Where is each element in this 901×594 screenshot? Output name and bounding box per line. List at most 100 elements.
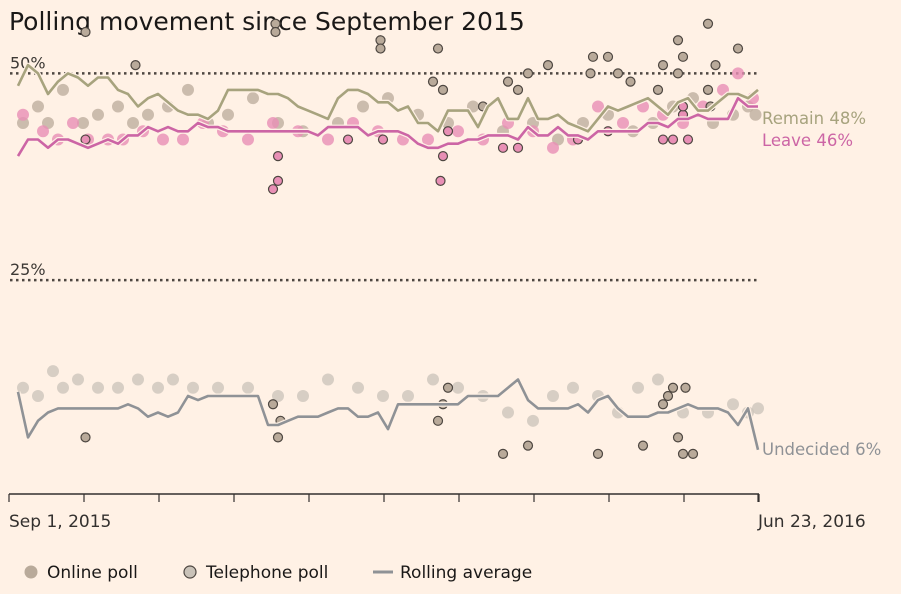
phone-poll-dot-leave-1: [272, 175, 284, 187]
online-poll-dot-leave-24: [547, 141, 559, 154]
series-end-labels: Remain 48% Leave 46% Undecided 6%: [762, 109, 881, 459]
phone-poll-dot-undecided-12: [657, 399, 669, 410]
online-poll-dot-undecided-18: [402, 390, 414, 402]
legend: Online poll Telephone poll Rolling avera…: [24, 563, 532, 583]
phone-poll-dot-remain-17: [612, 68, 624, 79]
online-poll-dot-undecided-11: [212, 381, 224, 394]
phone-poll-dot-undecided-16: [687, 448, 699, 460]
online-poll-dot-undecided-22: [502, 406, 514, 419]
online-poll-dot-undecided-20: [452, 381, 464, 394]
phone-poll-dot-remain-15: [585, 68, 596, 79]
rolling-line-leave: [16, 96, 758, 157]
online-poll-dot-remain-5: [92, 108, 104, 121]
phone-poll-dot-leave-3: [267, 184, 279, 195]
online-poll-dot-undecided-10: [187, 381, 199, 394]
online-poll-dot-leave-27: [617, 117, 629, 129]
online-poll-dot-undecided-8: [152, 381, 164, 394]
phone-poll-dot-remain-27: [702, 84, 714, 96]
legend-online-label: Online poll: [47, 563, 138, 583]
online-poll-dot-leave-15: [322, 133, 334, 146]
phone-poll-dots: [80, 18, 744, 460]
phone-poll-dot-leave-4: [342, 134, 354, 145]
online-poll-dot-undecided-1: [32, 390, 44, 402]
phone-poll-dot-leave-9: [497, 142, 509, 153]
online-poll-dot-leave-26: [592, 100, 604, 113]
online-poll-dot-undecided-17: [377, 390, 389, 402]
online-poll-dot-remain-17: [357, 100, 369, 113]
online-poll-dot-leave-20: [452, 125, 464, 138]
phone-poll-dot-leave-6: [437, 150, 449, 162]
online-poll-dot-undecided-14: [297, 390, 309, 402]
reference-lines: 50%25%: [10, 53, 758, 282]
phone-poll-dot-remain-12: [522, 68, 534, 79]
phone-poll-dot-remain-6: [432, 43, 444, 54]
phone-poll-dot-leave-10: [512, 142, 524, 153]
phone-poll-dot-remain-28: [732, 43, 744, 54]
phone-poll-dot-leave-2: [272, 150, 284, 162]
online-poll-dot-remain-12: [222, 108, 234, 121]
online-poll-dot-leave-1: [37, 125, 49, 138]
legend-phone-swatch: [183, 565, 197, 579]
online-poll-dot-undecided-5: [92, 381, 104, 394]
x-tick-label-end: Jun 23, 2016: [757, 512, 866, 532]
phone-poll-dot-undecided-0: [80, 432, 91, 443]
legend-phone-label: Telephone poll: [205, 563, 328, 583]
online-poll-dot-undecided-24: [547, 390, 559, 402]
phone-poll-dot-undecided-14: [672, 432, 684, 443]
end-label-remain: Remain 48%: [762, 109, 866, 128]
online-poll-dot-leave-0: [17, 108, 29, 121]
phone-poll-dot-remain-18: [625, 76, 636, 87]
phone-poll-dot-remain-3: [270, 26, 281, 38]
online-poll-dot-remain-8: [142, 108, 154, 121]
online-poll-dot-leave-33: [732, 67, 744, 80]
online-poll-dot-undecided-6: [112, 381, 124, 394]
phone-poll-dot-undecided-9: [592, 448, 604, 460]
online-poll-dot-remain-34: [749, 108, 762, 121]
online-poll-dot-leave-9: [177, 133, 189, 146]
online-poll-dot-undecided-7: [132, 373, 144, 386]
online-poll-dot-leave-12: [242, 133, 254, 146]
online-poll-dot-undecided-12: [242, 381, 254, 394]
legend-item-online: Online poll: [24, 563, 138, 583]
phone-poll-dot-remain-13: [542, 59, 554, 71]
phone-poll-dot-remain-14: [587, 51, 599, 62]
online-poll-dot-leave-13: [267, 117, 279, 129]
online-poll-dot-remain-7: [127, 117, 139, 129]
online-poll-dot-remain-3: [57, 83, 69, 96]
phone-poll-dot-remain-4: [375, 35, 386, 46]
phone-poll-dot-leave-8: [442, 126, 454, 137]
phone-poll-dot-remain-1: [130, 59, 141, 71]
online-poll-dot-undecided-3: [57, 381, 69, 394]
phone-poll-dot-undecided-3: [267, 399, 279, 410]
phone-poll-dot-remain-25: [710, 59, 721, 71]
x-axis-ticks: [8, 494, 760, 502]
online-poll-dot-undecided-25: [567, 381, 579, 394]
phone-poll-dot-remain-21: [672, 35, 684, 46]
rolling-line-undecided: [16, 378, 760, 451]
phone-poll-dot-remain-22: [672, 68, 684, 79]
online-poll-dot-leave-8: [157, 133, 169, 146]
phone-poll-dot-remain-0: [80, 26, 91, 38]
rolling-line-halo-undecided: [15, 377, 761, 451]
phone-poll-dot-remain-19: [652, 84, 664, 96]
online-poll-dot-undecided-13: [272, 390, 284, 402]
phone-poll-dot-remain-5: [375, 43, 386, 54]
phone-poll-dot-leave-5: [377, 134, 389, 145]
phone-poll-dot-undecided-17: [680, 382, 691, 393]
legend-online-swatch: [24, 565, 38, 579]
online-poll-dot-undecided-34: [752, 402, 764, 415]
phone-poll-dot-undecided-11: [677, 448, 689, 460]
legend-rolling-label: Rolling average: [400, 563, 532, 583]
phone-poll-dot-undecided-10: [637, 440, 649, 451]
phone-poll-dot-remain-8: [427, 76, 439, 87]
online-poll-dot-undecided-28: [632, 381, 644, 394]
phone-poll-dot-remain-11: [512, 84, 524, 96]
rolling-line-remain: [16, 63, 759, 133]
phone-poll-dot-remain-10: [502, 76, 514, 87]
legend-item-phone: Telephone poll: [183, 563, 328, 583]
online-poll-dot-undecided-29: [652, 373, 664, 386]
online-poll-dot-remain-10: [182, 83, 194, 96]
phone-poll-dot-remain-16: [602, 51, 614, 62]
phone-poll-dot-undecided-15: [667, 382, 679, 393]
